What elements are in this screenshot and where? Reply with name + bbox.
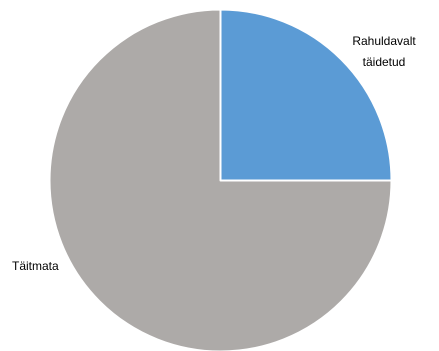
slice-label-rahuldavalt-line-2: täidetud [363, 55, 406, 69]
pie-slice-täitmata [48, 8, 393, 351]
pie-slice-rahuldavalt [219, 8, 393, 182]
slice-label-taitmata: Täitmata [12, 259, 59, 273]
pie-labels: Rahuldavalt täidetud Täitmata [12, 34, 416, 273]
slice-label-rahuldavalt-line-1: Rahuldavalt [352, 34, 416, 48]
pie-slices [48, 8, 393, 351]
